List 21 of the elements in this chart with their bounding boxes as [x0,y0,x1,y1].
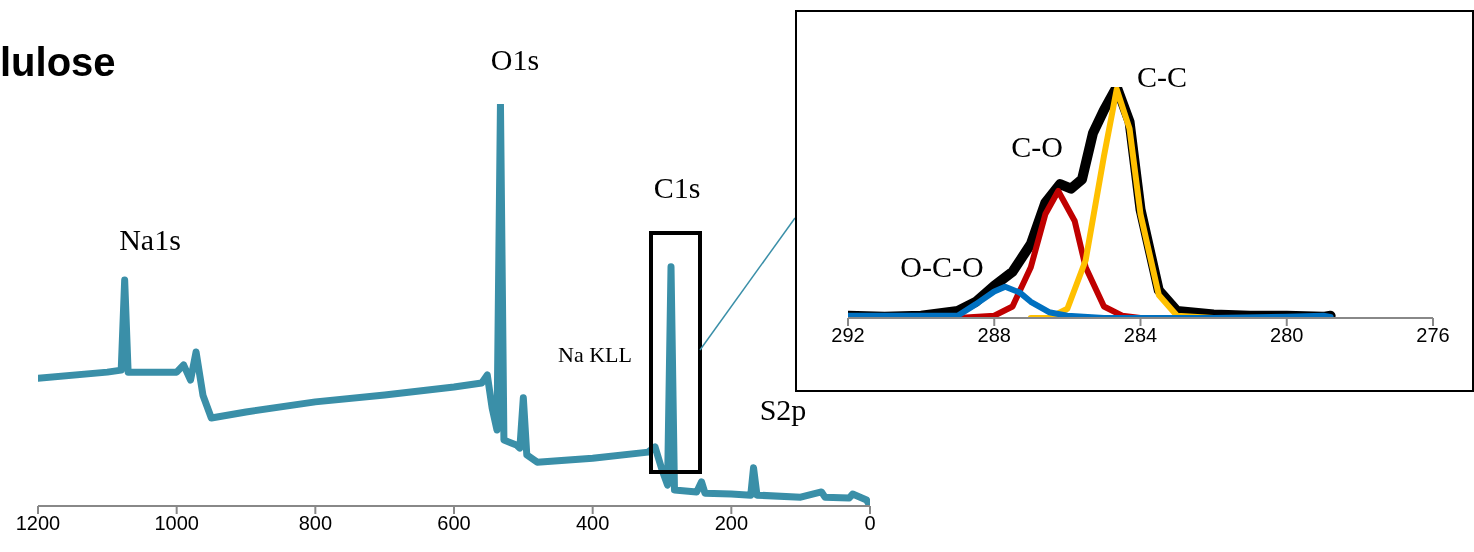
annotation: Na KLL [558,342,632,368]
x-tick-label: 200 [714,512,749,535]
x-tick-label: 288 [977,324,1011,347]
x-tick-label: 1200 [15,512,61,535]
x-tick-label: 280 [1270,324,1304,347]
x-tick-label: 400 [575,512,610,535]
annotation: Na1s [119,223,181,257]
x-tick-label: 800 [298,512,333,535]
x-tick-label: 292 [831,324,865,347]
annotation: C-O [1011,130,1063,164]
text: O1s [490,43,540,77]
annotation: C-C [1136,60,1188,94]
x-tick-label: 0 [864,512,876,535]
x-tick-label: 276 [1416,324,1450,347]
chart-title: lulose [0,40,116,85]
annotation: O-C-O [900,250,984,284]
annotation: C1s [653,171,701,205]
x-tick-label: 284 [1123,324,1158,347]
x-tick-label: 1000 [154,512,199,535]
x-tick-label: 600 [437,512,471,535]
annotation: S2p [759,393,807,427]
